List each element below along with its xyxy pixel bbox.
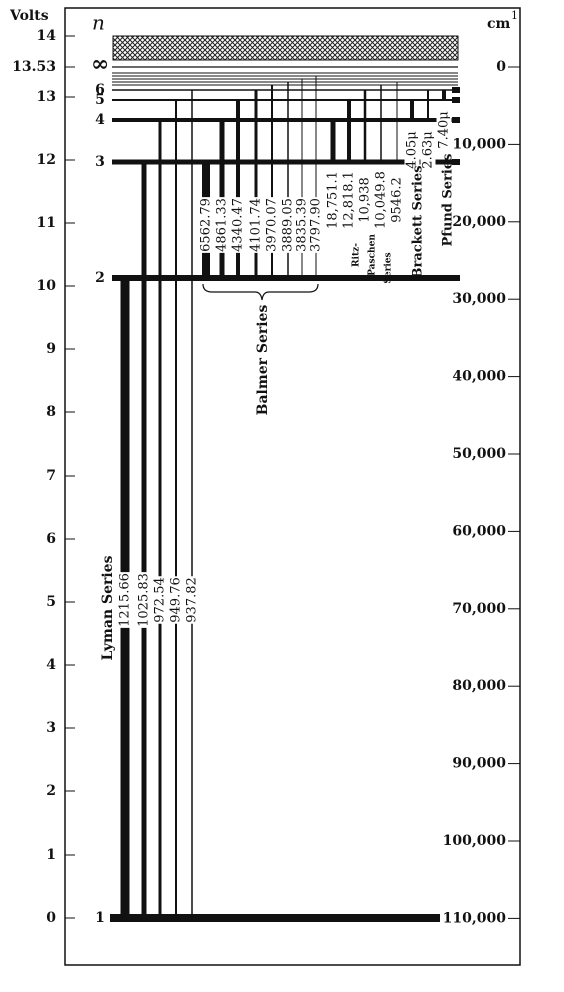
wavelength-label: 4101.74	[249, 198, 264, 252]
left-tick-label: 13	[37, 89, 56, 105]
wavelength-label: 9546.2	[390, 177, 405, 223]
level-end	[452, 275, 460, 281]
level-label: 3	[95, 154, 105, 170]
brace	[202, 283, 319, 301]
wavelength-label: 4340.47	[231, 198, 246, 252]
series-name: Pfund Series	[441, 154, 456, 247]
label-bg	[184, 576, 200, 624]
right-tick-label: 30,000	[452, 291, 506, 307]
left-tick-label: 10	[37, 278, 57, 294]
label-bg	[136, 572, 152, 628]
label-bg	[357, 176, 373, 224]
right-tick-label: 80,000	[452, 678, 506, 694]
wavelength-label: 12,818.1	[342, 171, 357, 229]
wavelength-label: 3835.39	[295, 198, 310, 252]
series-name: Balmer Series	[255, 305, 271, 416]
wavelength-label: 4.05μ	[405, 131, 420, 168]
wavelength-label: 3970.07	[265, 198, 280, 252]
wavelength-label: 7.40μ	[437, 111, 452, 148]
continuum	[112, 35, 459, 61]
label-bg	[341, 170, 357, 230]
series-name: Paschen	[368, 234, 378, 276]
left-tick-label: 8	[46, 404, 56, 420]
wavelength-label: 10,938	[358, 177, 373, 223]
wavelength-label: 1025.83	[137, 573, 152, 627]
left-tick-label: 2	[46, 783, 56, 799]
wavelength-label: 949.76	[169, 577, 184, 623]
wavelength-label: 3797.90	[309, 198, 324, 252]
left-tick-label: 7	[46, 468, 56, 484]
label-bg	[248, 197, 264, 253]
left-tick-label: 14	[37, 28, 57, 44]
level-label: 5	[95, 92, 105, 108]
level-label: 6	[95, 82, 105, 98]
level-end	[452, 87, 460, 93]
label-bg	[373, 170, 389, 230]
level-label: 1	[95, 910, 105, 926]
level-label: 2	[95, 270, 105, 286]
level-end	[452, 97, 460, 103]
label-bg	[325, 170, 341, 230]
wavelength-label: 10,049.8	[374, 171, 389, 229]
label-bg	[214, 197, 230, 253]
series-name: Ritz-	[352, 243, 362, 267]
label-bg	[389, 176, 405, 224]
wavelength-label: 2.63μ	[421, 131, 436, 168]
right-tick-label: 70,000	[452, 601, 506, 617]
wavelength-label: 937.82	[185, 577, 200, 623]
left-tick-label: 6	[46, 531, 56, 547]
left-tick-label: 5	[46, 594, 56, 610]
series-name: Series	[384, 252, 394, 283]
wavelength-label: 1215.66	[118, 573, 133, 627]
level-end	[452, 117, 460, 123]
label-bg	[117, 572, 133, 628]
right-axis-superscript: 1	[511, 9, 518, 22]
label-bg	[308, 197, 324, 253]
left-tick-label: 0	[46, 910, 56, 926]
right-tick-label: 40,000	[452, 369, 506, 385]
label-bg	[152, 576, 168, 624]
label-bg	[436, 110, 452, 150]
label-bg	[280, 197, 296, 253]
left-tick-label: 4	[46, 657, 56, 673]
right-tick-label: 20,000	[452, 214, 506, 230]
wavelength-label: 972.54	[153, 577, 168, 623]
level-end	[452, 159, 460, 165]
n-title: n	[92, 11, 105, 35]
series-name: Brackett Series	[411, 165, 426, 278]
left-tick-label: 1	[46, 847, 56, 863]
level-label: ∞	[91, 51, 109, 77]
label-bg	[420, 130, 436, 170]
series-name: Lyman Series	[100, 555, 116, 660]
right-axis-title: cm	[487, 16, 511, 32]
left-tick-label: 13.53	[12, 59, 56, 75]
label-bg	[404, 130, 420, 170]
label-bg	[264, 197, 280, 253]
right-tick-label: 10,000	[452, 136, 506, 152]
frame	[64, 7, 521, 966]
left-tick-label: 11	[37, 215, 56, 231]
wavelength-label: 4861.33	[215, 198, 230, 252]
right-tick-label: 90,000	[452, 756, 506, 772]
right-tick-label: 60,000	[452, 523, 506, 539]
wavelength-label: 6562.79	[199, 198, 214, 252]
wavelength-label: 18,751.1	[326, 171, 341, 229]
left-tick-label: 9	[46, 341, 56, 357]
right-tick-label: 100,000	[443, 833, 507, 849]
right-tick-label: 0	[496, 59, 506, 75]
right-tick-label: 50,000	[452, 446, 506, 462]
left-tick-label: 12	[37, 152, 56, 168]
wavelength-label: 3889.05	[281, 198, 296, 252]
label-bg	[198, 197, 214, 253]
left-tick-label: 3	[46, 720, 56, 736]
label-bg	[294, 197, 310, 253]
left-axis-title: Volts	[9, 8, 49, 24]
label-bg	[230, 197, 246, 253]
label-bg	[168, 576, 184, 624]
level-label: 4	[95, 112, 105, 128]
right-tick-label: 110,000	[443, 910, 507, 926]
